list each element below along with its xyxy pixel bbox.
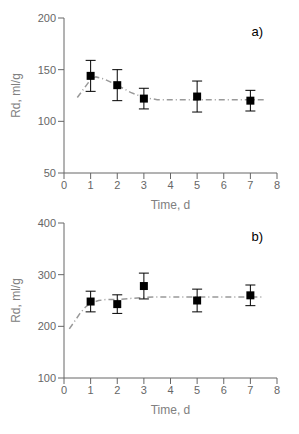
svg-text:150: 150 <box>38 64 56 76</box>
svg-text:3: 3 <box>141 179 147 191</box>
svg-text:200: 200 <box>38 12 56 24</box>
svg-text:4: 4 <box>167 179 173 191</box>
svg-text:0: 0 <box>61 179 67 191</box>
svg-text:1: 1 <box>88 179 94 191</box>
svg-text:200: 200 <box>38 320 56 332</box>
svg-text:7: 7 <box>247 179 253 191</box>
svg-text:6: 6 <box>221 384 227 396</box>
svg-text:400: 400 <box>38 217 56 229</box>
svg-text:100: 100 <box>38 115 56 127</box>
svg-text:0: 0 <box>61 384 67 396</box>
svg-text:5: 5 <box>194 179 200 191</box>
svg-text:Time, d: Time, d <box>151 403 191 417</box>
svg-text:Time, d: Time, d <box>151 198 191 212</box>
svg-text:Rd, ml/g: Rd, ml/g <box>9 73 23 118</box>
svg-text:3: 3 <box>141 384 147 396</box>
svg-text:1: 1 <box>88 384 94 396</box>
svg-text:4: 4 <box>167 384 173 396</box>
svg-text:6: 6 <box>221 179 227 191</box>
svg-text:2: 2 <box>114 179 120 191</box>
svg-text:Rd, ml/g: Rd, ml/g <box>9 278 23 323</box>
svg-text:8: 8 <box>274 179 280 191</box>
html-text:a): a) <box>251 24 263 39</box>
svg-text:2: 2 <box>114 384 120 396</box>
svg-text:100: 100 <box>38 372 56 384</box>
svg-text:5: 5 <box>194 384 200 396</box>
svg-text:300: 300 <box>38 269 56 281</box>
svg-text:8: 8 <box>274 384 280 396</box>
svg-text:50: 50 <box>44 167 56 179</box>
svg-text:7: 7 <box>247 384 253 396</box>
html-text:b): b) <box>251 229 263 244</box>
